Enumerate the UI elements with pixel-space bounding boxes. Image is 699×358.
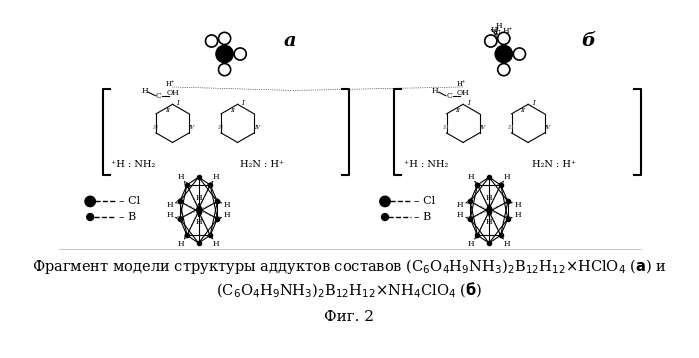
Text: O: O bbox=[516, 50, 523, 58]
Text: I: I bbox=[467, 98, 470, 107]
Text: – Cl: – Cl bbox=[414, 197, 435, 207]
Circle shape bbox=[495, 45, 512, 63]
Text: O: O bbox=[221, 66, 228, 74]
Text: H: H bbox=[503, 173, 510, 180]
Text: Фрагмент модели структуры аддуктов составов (C$_6$O$_4$H$_9$NH$_3$)$_2$B$_{12}$H: Фрагмент модели структуры аддуктов соста… bbox=[32, 257, 667, 276]
Text: Фиг. 2: Фиг. 2 bbox=[324, 310, 375, 324]
Circle shape bbox=[216, 45, 233, 63]
Circle shape bbox=[382, 214, 389, 221]
Circle shape bbox=[87, 214, 94, 221]
Text: H: H bbox=[141, 87, 148, 95]
Text: H: H bbox=[468, 240, 475, 248]
Text: OH: OH bbox=[166, 89, 179, 97]
Text: O: O bbox=[487, 37, 494, 45]
Text: H: H bbox=[213, 173, 219, 180]
Text: H⁺: H⁺ bbox=[503, 28, 514, 35]
Text: O: O bbox=[208, 37, 215, 45]
Text: O: O bbox=[500, 34, 507, 42]
Text: H₂N : H⁺: H₂N : H⁺ bbox=[532, 160, 576, 169]
Text: б: б bbox=[582, 32, 596, 50]
Text: H: H bbox=[224, 212, 231, 219]
Text: I: I bbox=[176, 98, 179, 107]
Text: I: I bbox=[532, 98, 535, 107]
Text: III: III bbox=[152, 125, 159, 130]
Text: H: H bbox=[468, 173, 475, 180]
Text: III: III bbox=[507, 125, 514, 130]
Text: H: H bbox=[178, 240, 184, 248]
Text: II: II bbox=[520, 108, 526, 113]
Text: O: O bbox=[500, 66, 507, 74]
Text: H: H bbox=[486, 218, 492, 226]
Text: O: O bbox=[237, 50, 244, 58]
Text: H: H bbox=[503, 240, 510, 248]
Circle shape bbox=[219, 64, 231, 76]
Text: ⁺H : NH₂: ⁺H : NH₂ bbox=[111, 160, 156, 169]
Text: H: H bbox=[166, 212, 173, 219]
Text: ⁺H : NH₂: ⁺H : NH₂ bbox=[403, 160, 448, 169]
Circle shape bbox=[234, 48, 246, 60]
Text: (C$_6$O$_4$H$_9$NH$_3$)$_2$B$_{12}$H$_{12}$$\times$NH$_4$ClO$_4$ ($\mathbf{б}$): (C$_6$O$_4$H$_9$NH$_3$)$_2$B$_{12}$H$_{1… bbox=[216, 281, 482, 300]
Text: – B: – B bbox=[414, 212, 431, 222]
Circle shape bbox=[206, 35, 217, 47]
Circle shape bbox=[513, 48, 526, 60]
Text: H: H bbox=[224, 201, 231, 209]
Circle shape bbox=[484, 35, 497, 47]
Text: IV: IV bbox=[544, 125, 550, 130]
Text: H: H bbox=[486, 194, 492, 202]
Circle shape bbox=[85, 196, 95, 207]
Text: H: H bbox=[514, 201, 521, 209]
Text: H: H bbox=[166, 201, 173, 209]
Text: H: H bbox=[457, 201, 463, 209]
Text: C: C bbox=[446, 92, 452, 100]
Text: IV: IV bbox=[254, 125, 260, 130]
Text: – B: – B bbox=[119, 212, 136, 222]
Circle shape bbox=[498, 64, 510, 76]
Text: OH: OH bbox=[456, 89, 470, 97]
Text: H₂N : H⁺: H₂N : H⁺ bbox=[240, 160, 284, 169]
Circle shape bbox=[498, 32, 510, 44]
Text: O: O bbox=[221, 34, 228, 42]
Text: III: III bbox=[442, 125, 449, 130]
Text: H⁺: H⁺ bbox=[456, 80, 466, 88]
Text: I: I bbox=[241, 98, 244, 107]
Circle shape bbox=[219, 32, 231, 44]
Text: – Cl: – Cl bbox=[119, 197, 140, 207]
Text: II: II bbox=[165, 108, 170, 113]
Text: H: H bbox=[195, 194, 202, 202]
Text: C: C bbox=[156, 92, 161, 100]
Text: H: H bbox=[213, 240, 219, 248]
Text: H⁺: H⁺ bbox=[219, 66, 231, 74]
Text: N: N bbox=[492, 30, 500, 39]
Text: H: H bbox=[457, 212, 463, 219]
Text: H: H bbox=[490, 26, 497, 34]
Circle shape bbox=[380, 196, 390, 207]
Text: H: H bbox=[432, 87, 438, 95]
Text: III: III bbox=[217, 125, 224, 130]
Text: IV: IV bbox=[189, 125, 195, 130]
Text: II: II bbox=[455, 108, 461, 113]
Text: H: H bbox=[195, 218, 202, 226]
Text: H⁺: H⁺ bbox=[166, 80, 175, 88]
Text: H: H bbox=[496, 22, 502, 30]
Text: а: а bbox=[283, 32, 296, 50]
Text: H: H bbox=[178, 173, 184, 180]
Text: II: II bbox=[230, 108, 235, 113]
Text: H: H bbox=[514, 212, 521, 219]
Text: IV: IV bbox=[479, 125, 485, 130]
